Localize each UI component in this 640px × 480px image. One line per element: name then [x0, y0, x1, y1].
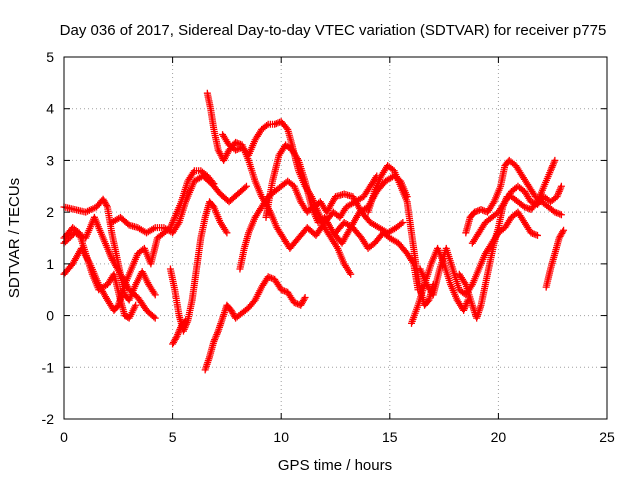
chart-title: Day 036 of 2017, Sidereal Day-to-day VTE… [60, 22, 607, 39]
series-prn-s [455, 156, 559, 322]
series-prn-o [408, 244, 472, 327]
data-point [223, 229, 231, 237]
y-tick-label: 1 [46, 256, 54, 272]
x-tick-label: 20 [491, 429, 507, 445]
data-point [103, 201, 111, 209]
data-point [424, 297, 432, 305]
y-tick-label: 2 [46, 204, 54, 220]
data-point [557, 211, 565, 219]
series-prn-h [203, 89, 381, 252]
ticks-layer: 0 5 10 15 20 25 -2 -1 0 1 2 3 4 5 [42, 49, 615, 445]
data-point [533, 231, 541, 239]
data-point [557, 182, 565, 190]
data-point [182, 317, 190, 325]
data-point [560, 226, 568, 234]
series-prn-t [542, 226, 568, 291]
series-prn-m [332, 218, 422, 294]
y-tick-label: 3 [46, 152, 54, 168]
y-tick-label: 0 [46, 308, 54, 324]
data-point [397, 220, 405, 228]
y-axis-label: SDTVAR / TECUs [6, 178, 23, 298]
y-tick-label: -1 [42, 359, 55, 375]
x-tick-label: 10 [273, 429, 289, 445]
data-point [399, 218, 407, 226]
data-point [181, 318, 189, 326]
data-point [172, 334, 180, 342]
points-layer [60, 89, 568, 374]
data-point [551, 156, 559, 164]
data-point [263, 122, 271, 130]
series-prn-e [108, 172, 250, 237]
data-point [347, 270, 355, 278]
plot-frame [63, 56, 608, 420]
data-point [150, 313, 158, 321]
x-tick-label: 25 [599, 429, 615, 445]
y-tick-label: 5 [46, 49, 54, 65]
data-point [151, 314, 159, 322]
data-point [151, 291, 159, 299]
data-point [559, 228, 567, 236]
series-prn-c [60, 167, 218, 314]
x-tick-label: 15 [382, 429, 398, 445]
x-tick-label: 0 [60, 429, 68, 445]
y-tick-label: 4 [46, 101, 54, 117]
data-point [301, 293, 309, 301]
series-prn-d [60, 213, 159, 322]
data-point [242, 182, 250, 190]
series-prn-i [201, 273, 309, 374]
series-prn-g [169, 317, 190, 348]
x-tick-label: 5 [169, 429, 177, 445]
y-tick-label: -2 [42, 411, 55, 427]
data-point [241, 184, 249, 192]
x-axis-label: GPS time / hours [278, 457, 392, 474]
data-point [132, 301, 140, 309]
data-point [300, 295, 308, 303]
